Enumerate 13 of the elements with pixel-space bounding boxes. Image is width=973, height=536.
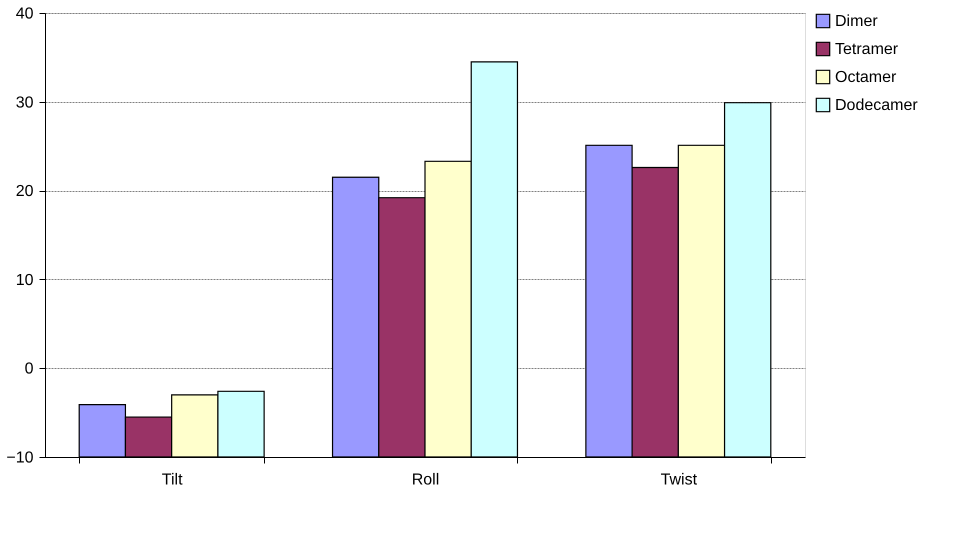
y-tick-label: −10 [6,450,34,466]
legend-label: Octamer [835,69,898,86]
x-tick-label: Roll [412,472,440,488]
x-tick-label: Twist [660,472,698,488]
y-tick-label: 10 [16,272,34,289]
y-tick-label: 30 [16,94,34,112]
legend-label: Dimer [835,13,878,30]
y-tick-label: 0 [24,360,34,378]
x-tick-label: Tilt [162,472,184,488]
legend-label: Tetramer [835,41,899,58]
y-tick-label: 40 [16,6,34,22]
legend-label: Dodecamer [835,97,918,114]
y-tick-label: 20 [16,183,34,200]
